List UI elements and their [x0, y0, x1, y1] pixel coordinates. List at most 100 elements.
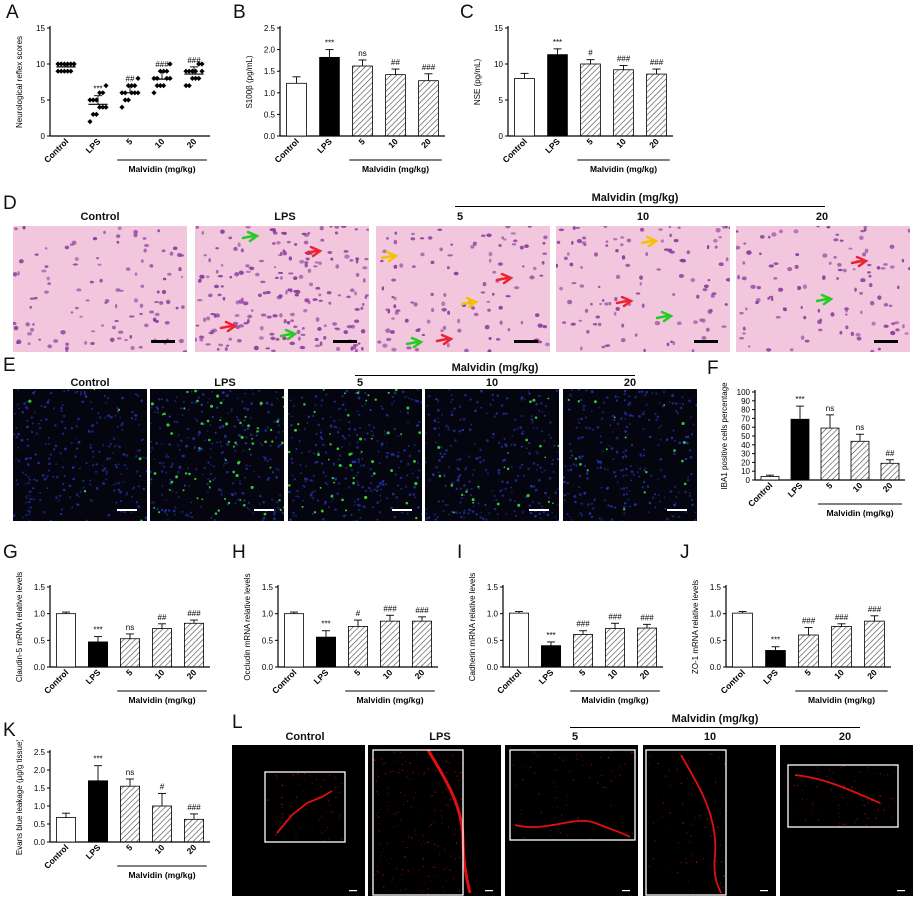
nucleus [150, 470, 152, 474]
y-tick-label: 0.0 [487, 663, 499, 672]
nucleus [379, 499, 382, 502]
nucleus [590, 515, 594, 519]
nucleus [406, 474, 409, 477]
arrow-icon [304, 245, 323, 258]
leakage-signal [418, 869, 420, 871]
nucleus [854, 287, 857, 292]
nucleus [856, 336, 862, 341]
nucleus [64, 447, 67, 451]
leakage-signal [802, 798, 804, 800]
leakage-signal [805, 798, 807, 800]
nucleus [523, 398, 526, 401]
nucleus [390, 330, 395, 335]
nucleus [224, 462, 227, 465]
nucleus [343, 249, 349, 253]
data-point [193, 75, 199, 81]
nucleus [465, 488, 469, 491]
y-axis-label: Evans blue leakage (μg/g tissue) [15, 740, 24, 855]
scale-bar [667, 509, 687, 511]
nucleus [231, 482, 235, 485]
nucleus [632, 473, 636, 476]
leakage-signal [380, 758, 383, 760]
leakage-signal [424, 883, 426, 885]
nucleus [214, 477, 216, 480]
leakage-signal [569, 770, 571, 773]
nucleus [26, 425, 29, 429]
x-tick-label: 10 [153, 667, 167, 681]
nucleus [656, 268, 661, 271]
nucleus [572, 463, 575, 466]
bar [120, 638, 141, 668]
y-tick-label: 10 [741, 467, 750, 476]
nucleus [868, 283, 873, 288]
nucleus [519, 245, 525, 250]
panel-letter-i: I [457, 542, 463, 563]
iba1-signal [188, 472, 191, 476]
nucleus [624, 449, 628, 452]
leakage-signal [719, 812, 721, 814]
nucleus [666, 342, 670, 347]
nucleus [567, 492, 570, 495]
nucleus [65, 349, 69, 352]
nucleus [282, 251, 287, 256]
nucleus [564, 465, 567, 467]
nucleus [625, 474, 628, 477]
nucleus [487, 308, 491, 312]
nucleus [624, 430, 627, 433]
leakage-signal [328, 774, 331, 777]
nucleus [639, 281, 642, 286]
nucleus [599, 462, 602, 465]
leakage-signal [420, 891, 422, 893]
leakage-signal [441, 759, 443, 761]
iba1-signal [329, 432, 331, 435]
significance-label: ### [422, 63, 436, 72]
nucleus [258, 259, 265, 263]
iba1-signal [414, 481, 418, 486]
leakage-signal [789, 792, 791, 794]
iba1-signal [294, 428, 298, 432]
leakage-signal [445, 760, 447, 762]
leakage-signal [864, 813, 866, 815]
nucleus [597, 285, 601, 289]
leakage-signal [416, 810, 418, 812]
nucleus [495, 498, 498, 502]
nucleus [246, 506, 249, 509]
leakage-signal [610, 804, 612, 807]
nucleus [121, 424, 124, 427]
nucleus [513, 428, 516, 431]
leakage-signal [377, 816, 380, 819]
nucleus [387, 452, 390, 455]
nucleus [575, 226, 581, 229]
nucleus [715, 227, 721, 233]
nucleus [408, 454, 412, 458]
bar [56, 817, 77, 843]
nucleus [178, 338, 184, 344]
nucleus [191, 516, 193, 519]
leakage-signal [887, 774, 889, 776]
nucleus [272, 517, 276, 521]
data-point [167, 75, 173, 81]
nucleus [358, 413, 360, 416]
leakage-signal [434, 863, 436, 865]
panel-letter-d: D [3, 193, 17, 214]
nucleus [21, 411, 24, 414]
nucleus [228, 337, 233, 341]
nucleus [745, 307, 748, 311]
nucleus [361, 486, 364, 489]
iba1-signal [217, 509, 220, 512]
nucleus [356, 441, 359, 444]
leakage-signal [288, 815, 291, 817]
nucleus [359, 516, 362, 520]
malvidin-group-label: Malvidin (mg/kg) [808, 695, 875, 705]
malvidin-group-label: Malvidin (mg/kg) [356, 695, 423, 705]
leakage-signal [423, 843, 425, 845]
nucleus [207, 461, 210, 464]
nucleus [645, 252, 649, 257]
nucleus [364, 257, 369, 261]
nucleus [676, 412, 680, 415]
nucleus [414, 347, 420, 352]
nucleus [532, 462, 536, 465]
nucleus [319, 226, 324, 231]
nucleus [343, 514, 347, 517]
nucleus [501, 494, 504, 497]
